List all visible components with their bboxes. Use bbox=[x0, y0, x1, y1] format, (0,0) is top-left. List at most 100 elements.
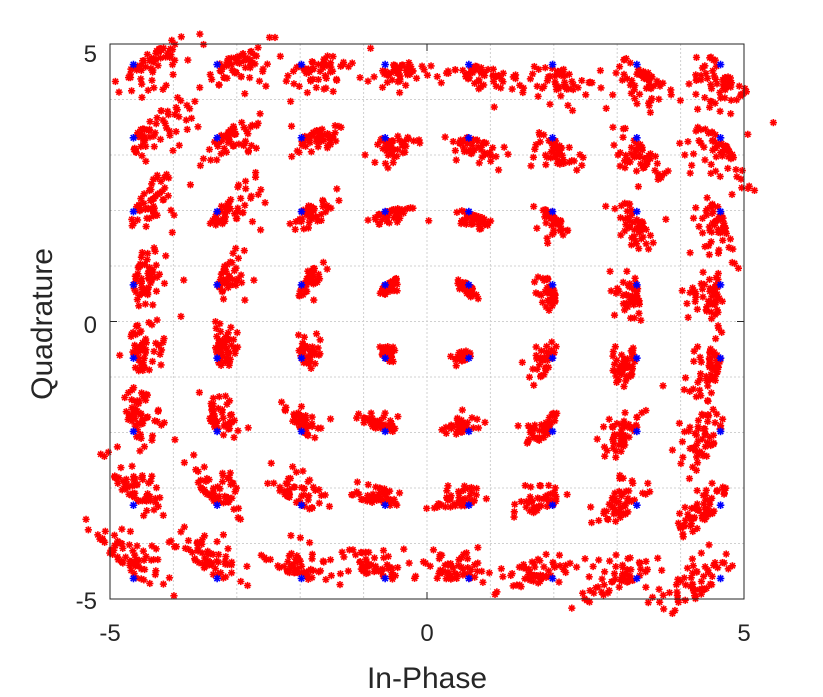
received-symbol-point bbox=[238, 118, 246, 127]
received-symbol-point bbox=[467, 483, 475, 492]
received-symbol-point bbox=[177, 33, 185, 41]
received-symbol-point bbox=[546, 100, 554, 108]
received-symbol-point bbox=[234, 275, 242, 283]
received-symbol-point bbox=[256, 226, 265, 234]
received-symbol-point bbox=[208, 406, 216, 414]
received-symbol-point bbox=[699, 268, 707, 276]
received-symbol-point bbox=[621, 227, 629, 235]
received-symbol-point bbox=[530, 62, 538, 71]
received-symbol-point bbox=[137, 575, 145, 583]
received-symbol-point bbox=[708, 364, 716, 372]
received-symbol-point bbox=[409, 67, 417, 75]
received-symbol-point bbox=[509, 73, 517, 81]
received-symbol-point bbox=[533, 224, 541, 232]
received-symbol-point bbox=[738, 166, 746, 175]
ideal-constellation-point bbox=[548, 354, 557, 362]
received-symbol-point bbox=[458, 406, 466, 414]
received-symbol-point bbox=[659, 79, 667, 87]
ideal-constellation-point bbox=[381, 574, 389, 583]
received-symbol-point bbox=[526, 569, 534, 577]
received-symbol-point bbox=[729, 245, 737, 253]
received-symbol-point bbox=[710, 439, 718, 447]
received-symbol-point bbox=[171, 436, 179, 444]
received-symbol-point bbox=[389, 206, 398, 214]
received-symbol-point bbox=[154, 406, 162, 414]
received-symbol-point bbox=[550, 213, 558, 221]
received-symbol-point bbox=[136, 447, 144, 455]
received-symbol-point bbox=[715, 246, 723, 254]
y-axis-title: Quadrature bbox=[26, 248, 59, 400]
received-symbol-point bbox=[190, 451, 198, 459]
ideal-constellation-point bbox=[465, 574, 473, 583]
received-symbol-point bbox=[171, 56, 179, 64]
received-symbol-point bbox=[168, 45, 177, 54]
received-symbol-point bbox=[133, 542, 141, 550]
received-symbol-point bbox=[617, 202, 625, 210]
received-symbol-point bbox=[309, 128, 317, 137]
received-symbol-point bbox=[744, 130, 752, 138]
received-symbol-point bbox=[687, 520, 695, 528]
received-symbol-point bbox=[692, 204, 700, 212]
received-symbol-point bbox=[602, 104, 610, 112]
received-symbol-point bbox=[713, 487, 721, 495]
received-symbol-point bbox=[524, 438, 532, 446]
received-symbol-point bbox=[393, 152, 401, 160]
received-symbol-point bbox=[326, 556, 335, 564]
received-symbol-point bbox=[160, 279, 169, 287]
received-symbol-point bbox=[127, 87, 136, 95]
received-symbol-point bbox=[705, 541, 713, 549]
received-symbol-point bbox=[530, 506, 538, 515]
received-symbol-point bbox=[462, 220, 470, 228]
received-symbol-point bbox=[514, 422, 522, 430]
received-symbol-point bbox=[116, 351, 124, 359]
received-symbol-point bbox=[233, 329, 241, 337]
received-symbol-point bbox=[306, 139, 314, 147]
received-symbol-point bbox=[153, 114, 161, 122]
received-symbol-point bbox=[128, 222, 136, 230]
received-symbol-point bbox=[686, 249, 694, 257]
received-symbol-point bbox=[148, 76, 156, 84]
received-symbol-point bbox=[611, 367, 619, 375]
received-symbol-point bbox=[597, 84, 605, 92]
received-symbol-point bbox=[384, 552, 392, 561]
received-symbol-point bbox=[447, 561, 455, 570]
received-symbol-point bbox=[177, 312, 185, 321]
received-symbol-point bbox=[114, 537, 122, 545]
received-symbol-point bbox=[709, 136, 717, 145]
received-symbol-point bbox=[714, 322, 722, 330]
received-symbol-point bbox=[289, 463, 297, 471]
received-symbol-point bbox=[642, 490, 650, 498]
ideal-constellation-point bbox=[129, 60, 138, 69]
received-symbol-point bbox=[312, 330, 321, 338]
received-symbol-point bbox=[555, 578, 563, 586]
received-symbol-point bbox=[180, 276, 188, 284]
received-symbol-point bbox=[412, 74, 421, 82]
received-symbol-point bbox=[248, 218, 257, 226]
received-symbol-point bbox=[480, 81, 488, 89]
received-symbol-point bbox=[311, 360, 319, 368]
received-symbol-point bbox=[649, 239, 657, 247]
received-symbol-point bbox=[563, 490, 571, 499]
received-symbol-point bbox=[701, 156, 709, 164]
received-symbol-point bbox=[602, 202, 610, 210]
received-symbol-point bbox=[199, 40, 208, 49]
received-symbol-point bbox=[626, 81, 635, 89]
received-symbol-point bbox=[353, 478, 361, 486]
received-symbol-point bbox=[261, 199, 269, 207]
received-symbol-point bbox=[137, 389, 146, 397]
received-symbol-point bbox=[684, 313, 692, 322]
received-symbol-point bbox=[306, 275, 314, 283]
received-symbol-point bbox=[600, 509, 608, 518]
received-symbol-point bbox=[441, 503, 450, 511]
received-symbol-point bbox=[593, 435, 601, 443]
received-symbol-point bbox=[540, 131, 548, 139]
received-symbol-point bbox=[195, 388, 204, 397]
received-symbol-point bbox=[500, 143, 508, 151]
received-symbol-point bbox=[128, 482, 136, 490]
received-symbol-point bbox=[376, 289, 384, 297]
ideal-constellation-point bbox=[297, 60, 306, 69]
received-symbol-point bbox=[478, 214, 486, 222]
received-symbol-point bbox=[677, 459, 685, 468]
received-symbol-point bbox=[313, 276, 321, 284]
received-symbol-point bbox=[231, 130, 239, 138]
